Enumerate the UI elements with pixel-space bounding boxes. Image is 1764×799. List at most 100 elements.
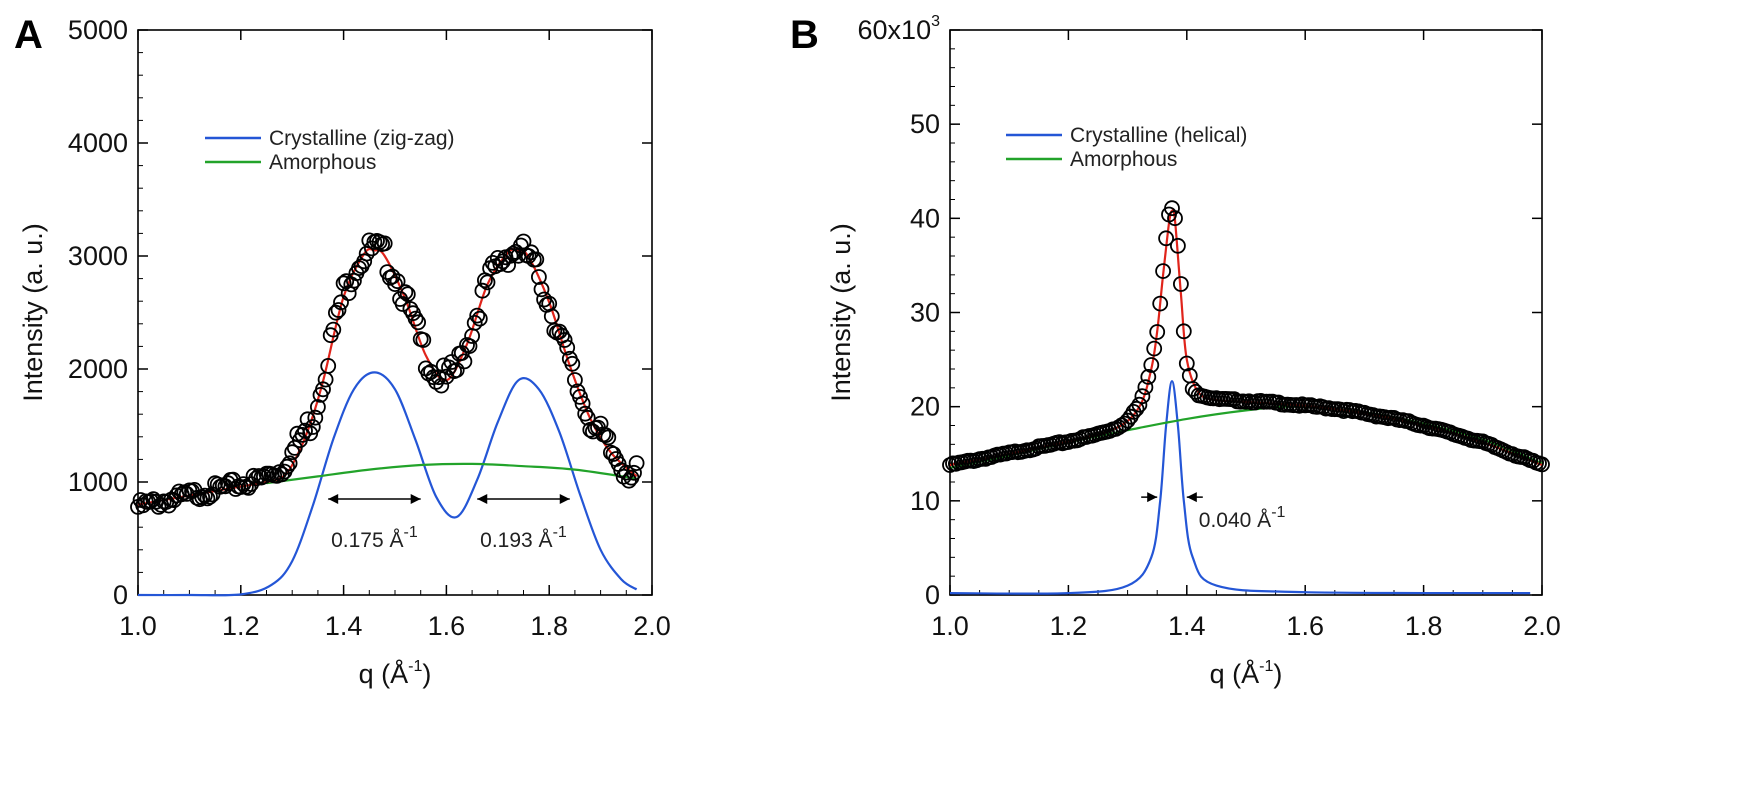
fwhm-arrowhead-left bbox=[477, 493, 488, 504]
y-tick-label: 5000 bbox=[68, 15, 128, 45]
y-tick-label-exponent: 3 bbox=[931, 13, 940, 30]
data-point bbox=[407, 310, 424, 327]
data-point bbox=[333, 294, 349, 311]
data-point bbox=[533, 281, 550, 298]
fwhm-label-exponent: -1 bbox=[553, 524, 567, 541]
y-tick-label: 4000 bbox=[68, 128, 128, 158]
data-point bbox=[1128, 400, 1145, 417]
data-point bbox=[628, 455, 645, 472]
legend-label: Amorphous bbox=[269, 151, 376, 174]
fwhm-annotation: 0.175 Å-1 bbox=[328, 493, 421, 552]
component-line-crystalline-zig-zag- bbox=[137, 371, 638, 597]
data-point bbox=[1134, 388, 1151, 405]
x-tick-label: 1.4 bbox=[1168, 611, 1206, 641]
legend: Crystalline (helical)Amorphous bbox=[1006, 124, 1247, 171]
data-point bbox=[579, 409, 596, 426]
legend-label: Crystalline (helical) bbox=[1070, 124, 1247, 147]
data-point bbox=[564, 355, 581, 372]
data-point bbox=[559, 339, 576, 356]
data-point bbox=[615, 468, 632, 485]
x-tick-label: 1.8 bbox=[530, 611, 568, 641]
data-point bbox=[394, 296, 411, 312]
data-point bbox=[466, 314, 483, 331]
data-markers bbox=[130, 232, 645, 515]
fwhm-label-exponent: -1 bbox=[1271, 504, 1285, 521]
plot-frame bbox=[137, 29, 653, 596]
chart-panel-a: A 1.0 1.2 1.4 1.6 1.8 2.0 0 1000 2000 3000 4000 5000… bbox=[14, 13, 671, 689]
data-point bbox=[1146, 340, 1163, 357]
data-point bbox=[502, 247, 519, 264]
component-line-amorphous bbox=[266, 462, 637, 485]
x-axis-title-close: ) bbox=[1273, 659, 1282, 689]
data-point bbox=[1158, 230, 1174, 247]
data-point bbox=[471, 310, 488, 327]
data-point bbox=[556, 332, 573, 348]
data-point bbox=[315, 381, 331, 398]
x-tick-label: 1.8 bbox=[1405, 611, 1443, 641]
y-tick-label: 2000 bbox=[68, 354, 128, 384]
legend: Crystalline (zig-zag)Amorphous bbox=[205, 127, 455, 174]
data-point bbox=[232, 479, 249, 495]
fwhm-annotation: 0.040 Å-1 bbox=[1141, 492, 1286, 532]
fwhm-annotation: 0.193 Å-1 bbox=[477, 493, 570, 552]
data-point bbox=[402, 301, 419, 317]
data-point bbox=[1178, 355, 1195, 372]
data-point bbox=[1534, 456, 1550, 473]
data-point bbox=[484, 254, 501, 271]
data-point bbox=[384, 268, 401, 285]
data-point bbox=[304, 419, 321, 435]
x-tick-label: 1.2 bbox=[222, 611, 260, 641]
data-point bbox=[397, 284, 414, 301]
chart-panel-b: B 1.0 1.2 1.4 1.6 1.8 2.0 0 10 20 30 40 50 60x103 q (Å… bbox=[790, 13, 1561, 689]
fwhm-arrowhead-left bbox=[1147, 492, 1158, 503]
data-point bbox=[1164, 200, 1180, 217]
panel-letter: A bbox=[14, 13, 43, 57]
x-tick-label: 1.6 bbox=[428, 611, 466, 641]
data-point bbox=[410, 314, 427, 331]
data-point bbox=[621, 472, 637, 489]
data-point bbox=[528, 251, 545, 268]
y-tick-label: 1000 bbox=[68, 467, 128, 497]
data-point bbox=[356, 253, 373, 270]
data-point bbox=[399, 286, 416, 303]
fwhm-arrowhead-left bbox=[328, 493, 339, 504]
data-point bbox=[531, 269, 547, 285]
data-point bbox=[618, 464, 635, 481]
data-point bbox=[325, 321, 342, 338]
x-tick-label: 1.2 bbox=[1050, 611, 1088, 641]
data-point bbox=[1173, 276, 1189, 292]
data-point bbox=[307, 409, 324, 426]
data-point bbox=[281, 455, 298, 472]
data-point bbox=[1167, 210, 1183, 227]
data-point bbox=[387, 276, 403, 293]
data-point bbox=[199, 490, 216, 507]
data-point bbox=[574, 395, 591, 412]
fwhm-label-exponent: -1 bbox=[404, 524, 418, 541]
legend-label: Amorphous bbox=[1070, 148, 1177, 171]
data-point bbox=[1170, 237, 1186, 254]
data-point bbox=[320, 357, 337, 374]
y-tick-label: 30 bbox=[910, 298, 940, 328]
fwhm-arrowhead-right bbox=[410, 493, 421, 504]
data-point bbox=[1137, 379, 1154, 396]
data-point bbox=[415, 332, 432, 348]
data-point bbox=[1155, 263, 1171, 280]
data-point bbox=[577, 405, 594, 422]
fwhm-label: 0.175 Å-1 bbox=[331, 524, 418, 552]
data-point bbox=[433, 377, 450, 394]
data-point bbox=[376, 235, 393, 252]
fit-line bbox=[137, 247, 638, 506]
data-point bbox=[330, 302, 347, 318]
data-point bbox=[250, 468, 267, 484]
y-axis-title: Intensity (a. u.) bbox=[18, 223, 48, 402]
data-point bbox=[235, 476, 252, 493]
fwhm-label: 0.040 Å-1 bbox=[1199, 504, 1286, 532]
data-point bbox=[572, 388, 588, 405]
data-point bbox=[1143, 357, 1160, 373]
data-point bbox=[1131, 396, 1148, 413]
data-point bbox=[1152, 295, 1169, 312]
x-tick-label: 1.0 bbox=[931, 611, 969, 641]
legend-label: Crystalline (zig-zag) bbox=[269, 127, 455, 150]
x-axis-title-exponent: -1 bbox=[408, 658, 422, 675]
